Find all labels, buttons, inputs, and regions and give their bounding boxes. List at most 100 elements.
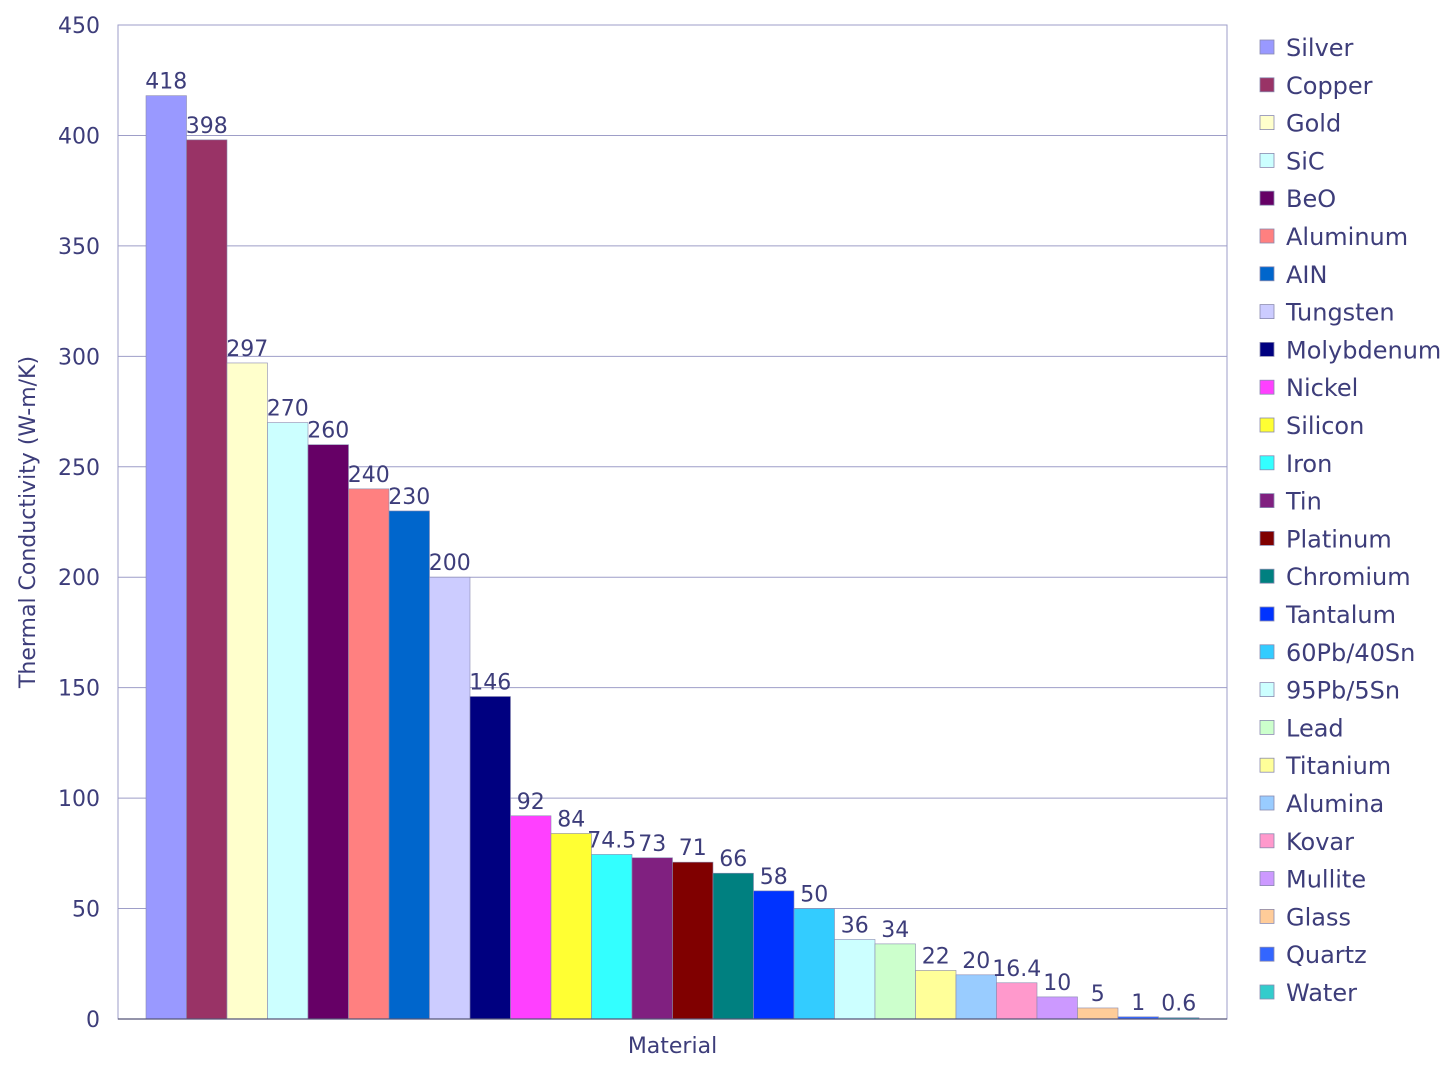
bar-copper — [186, 139, 228, 1020]
y-tick-label: 100 — [58, 787, 100, 812]
legend-label: Kovar — [1286, 828, 1354, 856]
bar-sic — [267, 422, 309, 1020]
data-label: 36 — [841, 913, 869, 938]
legend-label: Silver — [1286, 34, 1354, 62]
bar-silver — [145, 95, 187, 1020]
legend-swatch — [1259, 757, 1275, 773]
axes: Thermal Conductivity (W-m/K) Material 0 5… — [16, 14, 1227, 1059]
bar-nickel — [510, 815, 552, 1020]
data-label: 16.4 — [992, 957, 1041, 982]
legend-label: Chromium — [1286, 563, 1411, 591]
legend-swatch — [1259, 304, 1275, 320]
legend-swatch — [1259, 39, 1275, 55]
bar-tin — [631, 857, 673, 1020]
data-label: 66 — [719, 847, 747, 872]
legend-swatch — [1259, 568, 1275, 584]
legend-swatch — [1259, 493, 1275, 509]
bar-silicon — [550, 833, 592, 1020]
data-label: 230 — [388, 485, 430, 510]
legend-swatch — [1259, 266, 1275, 282]
data-label: 73 — [638, 832, 666, 857]
data-label: 200 — [429, 551, 471, 576]
data-label: 71 — [679, 836, 707, 861]
legend-swatch — [1259, 417, 1275, 433]
y-tick-label: 150 — [58, 677, 100, 702]
legend-label: BeO — [1286, 185, 1336, 213]
data-label: 22 — [922, 944, 950, 969]
legend-swatch — [1259, 682, 1275, 697]
y-tick-label: 0 — [86, 1008, 100, 1033]
legend-label: Iron — [1286, 450, 1332, 478]
x-axis-title: Material — [628, 1034, 717, 1059]
legend: Silver Copper Gold SiC BeO Aluminum AIN Tungste… — [1259, 34, 1441, 1007]
legend-label: Platinum — [1286, 525, 1392, 553]
y-tick-label: 400 — [58, 124, 100, 149]
bar-chromium — [712, 872, 754, 1020]
bar-ain — [388, 510, 430, 1020]
legend-label: Tin — [1285, 488, 1322, 516]
y-tick-label: 50 — [72, 898, 100, 923]
legend-label: Quartz — [1286, 941, 1367, 969]
bar-molybdenum — [469, 696, 511, 1020]
data-label: 34 — [881, 918, 909, 943]
legend-swatch — [1259, 606, 1275, 622]
legend-swatch — [1259, 341, 1275, 357]
legend-swatch — [1259, 228, 1275, 244]
data-label: 270 — [267, 397, 309, 422]
legend-swatch — [1259, 455, 1275, 471]
legend-swatch — [1259, 720, 1275, 735]
legend-label: Nickel — [1286, 374, 1358, 402]
data-label: 146 — [469, 671, 511, 696]
data-label: 240 — [348, 463, 390, 488]
legend-swatch — [1259, 833, 1275, 849]
legend-label: Aluminum — [1286, 223, 1408, 251]
bar-glass — [1077, 1007, 1119, 1020]
legend-swatch — [1259, 531, 1275, 546]
data-label: 1 — [1131, 991, 1145, 1016]
data-label: 297 — [226, 337, 268, 362]
bars — [145, 95, 1200, 1020]
legend-label: AIN — [1286, 261, 1327, 289]
bar-alumina — [955, 974, 997, 1020]
legend-label: Water — [1286, 979, 1357, 1007]
bar-tantalum — [753, 890, 795, 1020]
legend-label: Gold — [1286, 110, 1341, 138]
bar-iron — [591, 854, 633, 1020]
data-label: 0.6 — [1161, 992, 1196, 1017]
bar-60pb-40sn — [793, 908, 835, 1020]
bar-mullite — [1036, 996, 1078, 1020]
legend-label: Silicon — [1286, 412, 1364, 440]
legend-swatch — [1259, 379, 1275, 395]
y-tick-label: 350 — [58, 235, 100, 260]
legend-label: Tantalum — [1285, 601, 1396, 629]
bar-platinum — [672, 861, 714, 1020]
legend-swatch — [1259, 115, 1275, 130]
bar-aluminum — [348, 488, 390, 1020]
legend-swatch — [1259, 152, 1275, 168]
bar-kovar — [996, 982, 1038, 1020]
legend-swatch — [1259, 946, 1275, 962]
bar-beo — [307, 444, 349, 1020]
data-label: 92 — [517, 790, 545, 815]
legend-label: Lead — [1286, 714, 1344, 742]
data-label: 418 — [145, 70, 187, 95]
y-tick-label: 200 — [58, 566, 100, 591]
legend-label: Copper — [1286, 72, 1373, 100]
data-label: 58 — [760, 865, 788, 890]
legend-swatch — [1259, 77, 1275, 93]
legend-swatch — [1259, 644, 1275, 660]
legend-swatch — [1259, 795, 1275, 811]
data-label: 5 — [1091, 982, 1105, 1007]
legend-swatch — [1259, 984, 1275, 1000]
legend-swatch — [1259, 871, 1275, 886]
data-label: 10 — [1043, 971, 1071, 996]
bar-95pb-5sn — [834, 939, 876, 1020]
data-label: 20 — [962, 949, 990, 974]
data-label: 74.5 — [587, 828, 636, 853]
bar-tungsten — [429, 576, 471, 1020]
bar-lead — [874, 943, 916, 1020]
data-label: 50 — [800, 883, 828, 908]
